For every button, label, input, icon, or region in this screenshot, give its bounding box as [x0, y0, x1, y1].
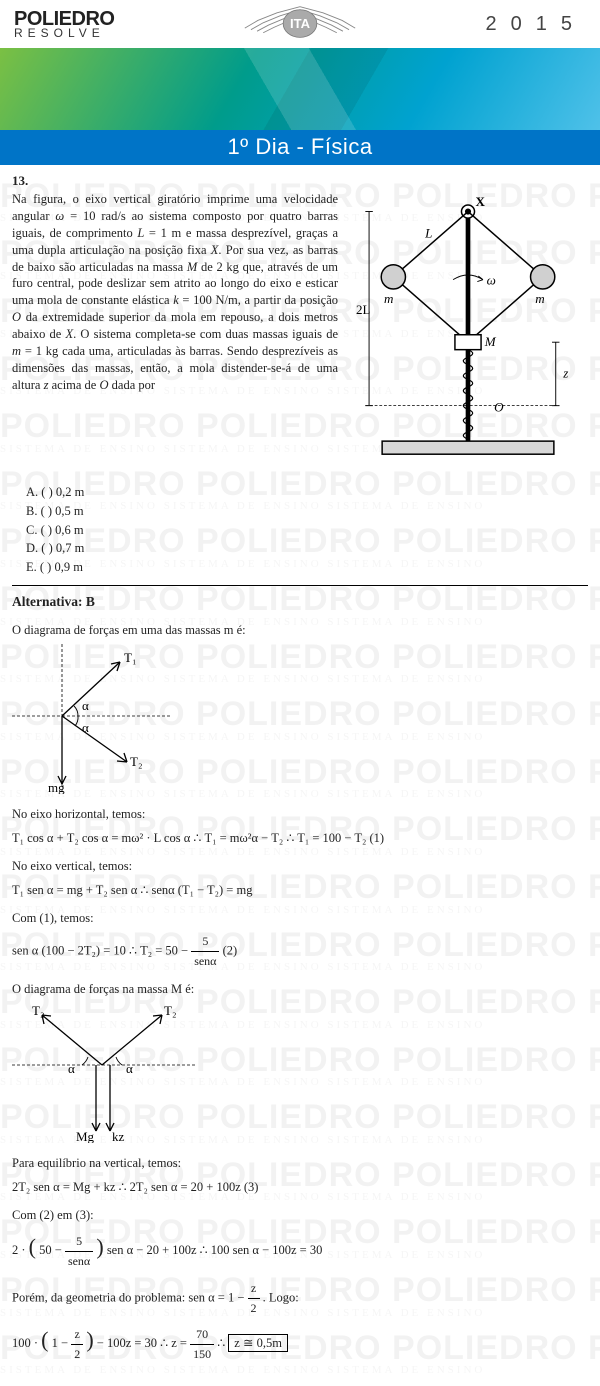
sol-equilM-label: Para equilíbrio na vertical, temos: [12, 1153, 588, 1173]
question-number: 13. [12, 173, 588, 189]
eq-com1: sen α (100 − 2T₂) = 10 ∴ T₂ = 50 − 5senα… [12, 932, 588, 971]
svg-text:2L: 2L [356, 302, 371, 317]
svg-text:ITA: ITA [290, 16, 311, 31]
eq-vert: T₁ sen α = mg + T₂ sen α ∴ senα (T₁ − T₂… [12, 880, 588, 900]
year-text: 2015 [486, 13, 587, 36]
logo-main-text: POLIEDRO [14, 10, 114, 28]
sol-geom-label: Porém, da geometria do problema: sen α =… [12, 1279, 588, 1318]
svg-text:m: m [535, 291, 544, 306]
force-diagram-m: T₁ T₂ α α mg [12, 644, 588, 800]
svg-text:M: M [484, 334, 497, 349]
svg-text:T₁: T₁ [124, 650, 136, 665]
svg-text:kz: kz [112, 1129, 125, 1143]
svg-text:α: α [126, 1061, 133, 1076]
eq-com23: 2 · ( 50 − 5senα ) sen α − 20 + 100z ∴ 1… [12, 1229, 588, 1271]
header-stripe [0, 48, 600, 130]
svg-text:α: α [68, 1061, 75, 1076]
alternative-item: C. ( ) 0,6 m [26, 521, 588, 540]
sol-intro-1: O diagrama de forças em uma das massas m… [12, 620, 588, 640]
svg-text:α: α [82, 698, 89, 713]
svg-text:α: α [82, 720, 89, 735]
alternative-item: A. ( ) 0,2 m [26, 483, 588, 502]
svg-text:mg: mg [48, 780, 65, 794]
svg-text:z: z [562, 366, 568, 381]
logo-sub-text: RESOLVE [14, 28, 114, 39]
alternative-item: D. ( ) 0,7 m [26, 539, 588, 558]
sol-com23-label: Com (2) em (3): [12, 1205, 588, 1225]
question-row: Na figura, o eixo vertical giratório imp… [12, 191, 588, 475]
svg-text:T₂: T₂ [164, 1003, 176, 1018]
svg-text:L: L [424, 226, 432, 241]
ita-emblem: ITA [114, 0, 485, 49]
solution-body: O diagrama de forças em uma das massas m… [12, 620, 588, 1364]
svg-text:m: m [384, 291, 393, 306]
sol-horiz-label: No eixo horizontal, temos: [12, 804, 588, 824]
eq-horiz: T₁ cos α + T₂ cos α = mω² · L cos α ∴ T₁… [12, 828, 588, 848]
svg-text:T₂: T₂ [32, 1003, 44, 1018]
sol-intro-2: O diagrama de forças na massa M é: [12, 979, 588, 999]
answer-label: Alternativa: B [12, 594, 588, 610]
svg-text:O: O [494, 399, 504, 414]
question-text: Na figura, o eixo vertical giratório imp… [12, 191, 338, 475]
separator-line [12, 585, 588, 586]
alternatives-list: A. ( ) 0,2 mB. ( ) 0,5 mC. ( ) 0,6 mD. (… [26, 483, 588, 577]
sol-com1-label: Com (1), temos: [12, 908, 588, 928]
eq-final: 100 · ( 1 − z2 ) − 100z = 30 ∴ z = 70150… [12, 1322, 588, 1364]
svg-text:Mg: Mg [76, 1129, 95, 1143]
header-top: POLIEDRO RESOLVE ITA 2015 [0, 0, 600, 48]
eq-equilM: 2T₂ sen α = Mg + kz ∴ 2T₂ sen α = 20 + 1… [12, 1177, 588, 1197]
alternative-item: E. ( ) 0,9 m [26, 558, 588, 577]
svg-text:ω: ω [487, 272, 496, 287]
question-figure: X L m m ω M 2L z O [348, 191, 588, 475]
boxed-answer: z ≅ 0,5m [228, 1334, 288, 1352]
svg-text:X: X [475, 194, 485, 209]
poliedro-logo: POLIEDRO RESOLVE [14, 10, 114, 39]
svg-text:T₂: T₂ [130, 754, 142, 769]
force-diagram-big-m: T₂ T₂ α α Mg kz [12, 1003, 588, 1149]
day-banner: 1º Dia - Física [0, 130, 600, 165]
alternative-item: B. ( ) 0,5 m [26, 502, 588, 521]
sol-vert-label: No eixo vertical, temos: [12, 856, 588, 876]
